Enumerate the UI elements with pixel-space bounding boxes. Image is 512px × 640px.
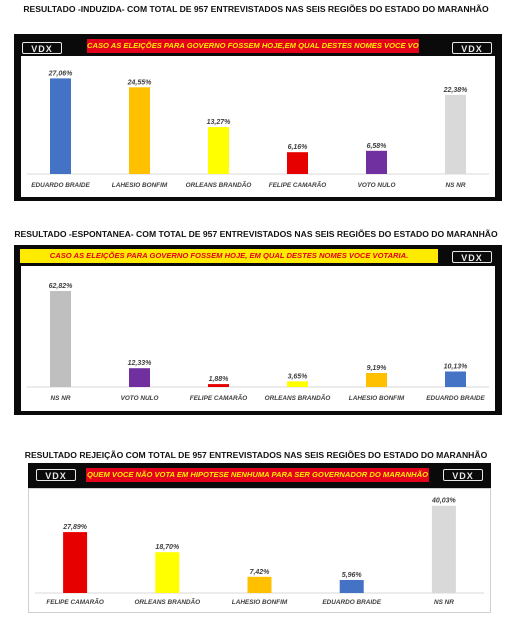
bar-chart-espontanea: 62,82% NS NR 12,33% VOTO NULO 1,88% FELIPE CA… [21, 266, 495, 411]
bar-felipe-camar-o [63, 532, 88, 593]
bar-eduardo-braide [445, 371, 466, 387]
bar-lahesio-bonfim [129, 87, 150, 174]
category-label: FELIPE CAMARÃO [190, 393, 248, 402]
bar-eduardo-braide [339, 580, 364, 593]
bar-ns-nr [445, 94, 466, 174]
data-label: 5,96% [342, 572, 363, 579]
category-label: EDUARDO BRAIDE [31, 182, 90, 189]
bar-chart-svg-espontanea: 62,82% NS NR 12,33% VOTO NULO 1,88% FELIPE CA… [27, 283, 489, 402]
data-label: 9,19% [367, 365, 388, 372]
category-label: LAHESIO BONFIM [232, 599, 288, 606]
bar-lahesio-bonfim [366, 373, 387, 387]
data-label: 6,58% [367, 143, 388, 150]
category-label: EDUARDO BRAIDE [322, 599, 381, 606]
data-label: 27,89% [62, 524, 88, 531]
data-label: 62,82% [49, 283, 74, 290]
question-header-rejeicao: VDX QUEM VOCE NÃO VOTA EM HIPOTESE NENHU… [28, 463, 491, 488]
data-label: 12,33% [128, 360, 153, 367]
category-label: NS NR [434, 599, 454, 606]
data-label: 3,65% [288, 373, 309, 380]
category-label: NS NR [446, 182, 466, 189]
question-banner-espontanea: CASO AS ELEIÇÕES PARA GOVERNO FOSSEM HOJ… [20, 249, 438, 263]
bar-lahesio-bonfim [247, 576, 272, 593]
bar-felipe-camar-o [287, 152, 308, 174]
data-label: 6,16% [288, 144, 309, 151]
data-label: 18,70% [155, 544, 180, 551]
category-label: VOTO NULO [358, 182, 396, 189]
bar-eduardo-braide [50, 78, 71, 174]
bar-felipe-camar-o [208, 384, 229, 387]
data-label: 1,88% [209, 376, 230, 383]
bar-orleans-brand-o [287, 381, 308, 387]
question-banner-rejeicao: QUEM VOCE NÃO VOTA EM HIPOTESE NENHUMA P… [86, 468, 429, 482]
data-label: 7,42% [250, 569, 271, 576]
category-label: ORLEANS BRANDÃO [265, 393, 331, 402]
category-label: LAHESIO BONFIM [349, 395, 405, 402]
data-label: 24,55% [127, 79, 153, 86]
data-label: 22,38% [443, 87, 469, 94]
section-title-induzida: RESULTADO -INDUZIDA- COM TOTAL DE 957 EN… [23, 4, 489, 14]
vdx-logo-left: VDX [22, 42, 62, 54]
section-title-rejeicao: RESULTADO REJEIÇÃO COM TOTAL DE 957 ENTR… [24, 450, 488, 460]
bar-orleans-brand-o [208, 127, 229, 174]
chart-panel-espontanea: CASO AS ELEIÇÕES PARA GOVERNO FOSSEM HOJ… [14, 245, 502, 415]
data-label: 10,13% [444, 364, 469, 371]
data-label: 40,03% [431, 498, 457, 505]
bar-chart-induzida: 27,06% EDUARDO BRAIDE 24,55% LAHESIO BONFIM… [21, 56, 495, 197]
chart-panel-induzida: VDX CASO AS ELEIÇÕES PARA GOVERNO FOSSEM… [14, 34, 502, 201]
category-label: LAHESIO BONFIM [112, 182, 168, 189]
bar-chart-svg-rejeicao: 27,89% FELIPE CAMARÃO 18,70% ORLEANS BRANDÃ… [35, 498, 484, 606]
bar-voto-nulo [129, 368, 150, 387]
vdx-logo-right: VDX [452, 251, 492, 263]
vdx-logo-right: VDX [443, 469, 483, 481]
category-label: ORLEANS BRANDÃO [134, 597, 200, 606]
category-label: FELIPE CAMARÃO [269, 180, 327, 189]
category-label: FELIPE CAMARÃO [46, 597, 104, 606]
bar-ns-nr [50, 291, 71, 387]
bar-chart-svg-induzida: 27,06% EDUARDO BRAIDE 24,55% LAHESIO BONFIM… [27, 70, 489, 189]
category-label: ORLEANS BRANDÃO [186, 180, 252, 189]
bar-ns-nr [431, 505, 456, 593]
vdx-logo-left: VDX [36, 469, 76, 481]
category-label: EDUARDO BRAIDE [426, 395, 485, 402]
bar-orleans-brand-o [155, 552, 180, 593]
vdx-logo-right: VDX [452, 42, 492, 54]
category-label: NS NR [51, 395, 71, 402]
data-label: 13,27% [207, 119, 232, 126]
bar-voto-nulo [366, 150, 387, 174]
category-label: VOTO NULO [121, 395, 159, 402]
data-label: 27,06% [48, 70, 74, 77]
bar-chart-rejeicao: 27,89% FELIPE CAMARÃO 18,70% ORLEANS BRANDÃ… [28, 488, 491, 613]
question-banner-induzida: CASO AS ELEIÇÕES PARA GOVERNO FOSSEM HOJ… [87, 39, 419, 53]
section-title-espontanea: RESULTADO -ESPONTANEA- COM TOTAL DE 957 … [14, 229, 498, 239]
